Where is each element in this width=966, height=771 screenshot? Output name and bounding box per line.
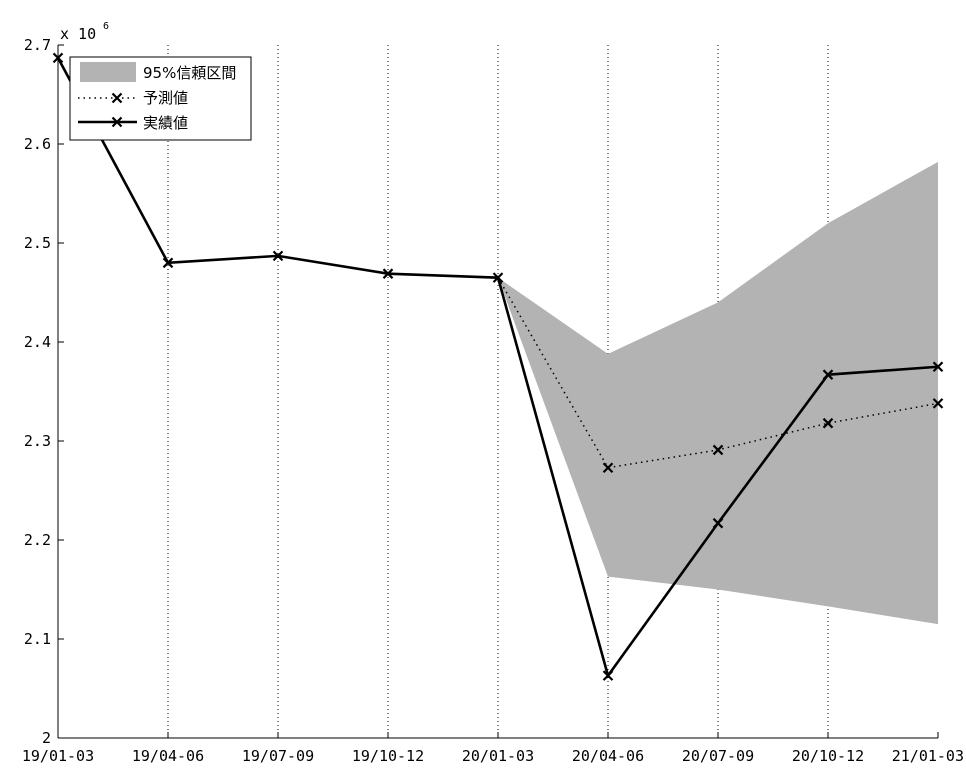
x-tick-label: 19/01-03: [22, 747, 94, 765]
actual-marker: [492, 272, 504, 283]
legend-marker-actual: [111, 116, 123, 128]
y-tick-label: 2.7: [24, 36, 51, 54]
x-tick-label: 21/01-03: [892, 747, 964, 765]
x-tick-label: 19/07-09: [242, 747, 314, 765]
legend-label-actual: 実績値: [143, 114, 188, 132]
actual-marker: [382, 268, 394, 279]
x-tick-label: 20/04-06: [572, 747, 644, 765]
y-tick-label: 2.3: [24, 432, 51, 450]
legend-marker-actual-x: [111, 116, 123, 128]
y-tick-label: 2.5: [24, 234, 51, 252]
x-tick-label: 20/07-09: [682, 747, 754, 765]
y-tick-label: 2.6: [24, 135, 51, 153]
x-tick-label: 19/04-06: [132, 747, 204, 765]
y-tick-label: 2.4: [24, 333, 51, 351]
legend: 95%信頼区間 予測値 実績値: [69, 56, 252, 141]
forecast-marker: [602, 462, 614, 474]
x-tick-label: 20/01-03: [462, 747, 534, 765]
actual-marker: [822, 369, 834, 380]
legend-marker-forecast: [111, 92, 123, 104]
y-tick-label: 2.2: [24, 531, 51, 549]
actual-marker: [602, 670, 614, 681]
x-tick-label: 19/10-12: [352, 747, 424, 765]
x-tick-label: 20/10-12: [792, 747, 864, 765]
legend-label-forecast: 予測値: [143, 89, 188, 107]
tick-label-layer: 2 2.1 2.2 2.3 2.4 2.5 2.6 2.7 19/01-03 19/04-06 19…: [22, 36, 964, 765]
forecast-marker: [712, 444, 724, 456]
actual-marker: [712, 517, 724, 529]
legend-swatch-band: [80, 62, 136, 82]
forecast-marker: [822, 417, 834, 429]
axes-layer: [57, 44, 939, 739]
actual-marker: [52, 52, 64, 64]
actual-marker: [932, 361, 944, 373]
y-axis-exponent: x 10 6: [60, 21, 109, 43]
forecast-marker: [932, 398, 944, 409]
series-layer: [52, 52, 944, 681]
legend-marker-forecast-x: [111, 92, 123, 104]
confidence-band-layer: [498, 161, 938, 625]
y-tick-label: 2: [42, 729, 51, 747]
actual-marker: [272, 250, 284, 262]
actual-marker: [162, 257, 174, 269]
y-tick-label: 2.1: [24, 630, 51, 648]
confidence-band: [498, 161, 938, 625]
y-exponent-power: 6: [103, 21, 109, 32]
legend-label-band: 95%信頼区間: [143, 64, 236, 82]
y-exponent-label: x 10: [60, 25, 96, 43]
